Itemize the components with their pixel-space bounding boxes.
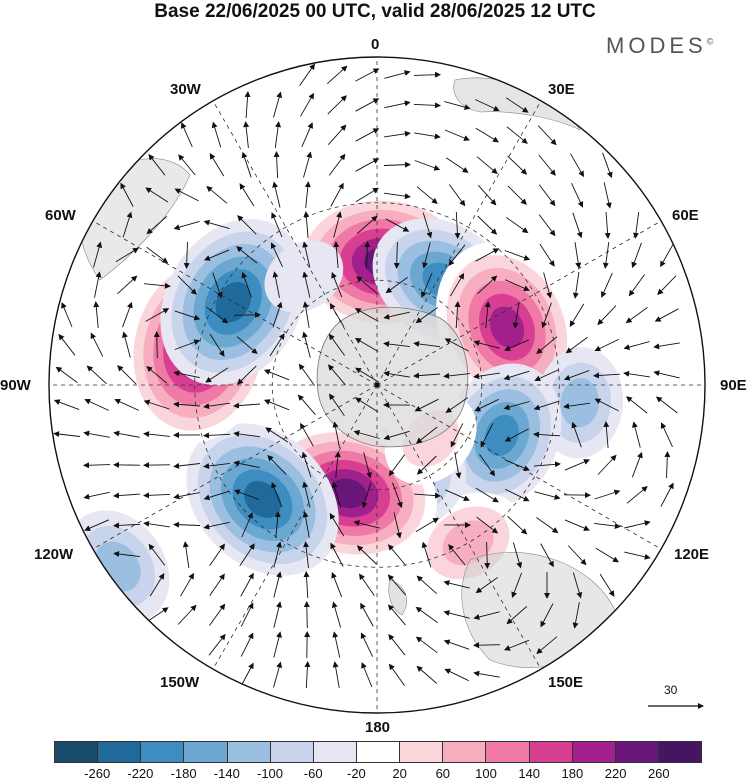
- colorbar-tick-label: -220: [127, 766, 153, 781]
- colorbar-tick-label: 180: [562, 766, 584, 781]
- reference-vector-label: 30: [664, 683, 677, 697]
- colorbar-swatch: [55, 742, 98, 762]
- colorbar-swatch: [228, 742, 271, 762]
- colorbar-swatch: [659, 742, 701, 762]
- pole-marker: [375, 383, 380, 388]
- wind-vector: [307, 602, 308, 628]
- colorbar-tick-label: -140: [214, 766, 240, 781]
- colorbar-swatch: [616, 742, 659, 762]
- polar-map: [0, 0, 750, 740]
- colorbar-tick-label: -100: [257, 766, 283, 781]
- lon-label-0: 0: [371, 36, 379, 53]
- lon-label-150w: 150W: [160, 674, 199, 691]
- lon-label-30e: 30E: [548, 81, 575, 98]
- colorbar: [54, 741, 702, 763]
- colorbar-swatch: [98, 742, 141, 762]
- colorbar-swatch: [443, 742, 486, 762]
- lon-label-60w: 60W: [45, 207, 76, 224]
- colorbar-tick-label: -180: [171, 766, 197, 781]
- lon-label-150e: 150E: [548, 674, 583, 691]
- antarctica-landmass: [317, 307, 468, 447]
- colorbar-tick-label: -60: [304, 766, 323, 781]
- colorbar-swatch: [357, 742, 400, 762]
- lon-label-60e: 60E: [672, 207, 699, 224]
- colorbar-swatch: [314, 742, 357, 762]
- colorbar-tick-label: 220: [605, 766, 627, 781]
- colorbar-swatch: [184, 742, 227, 762]
- colorbar-tick-label: 260: [648, 766, 670, 781]
- colorbar-swatch: [141, 742, 184, 762]
- colorbar-tick-label: 60: [436, 766, 450, 781]
- colorbar-swatch: [400, 742, 443, 762]
- colorbar-tick-label: 20: [392, 766, 406, 781]
- colorbar-tick-label: 140: [518, 766, 540, 781]
- wind-vector: [474, 645, 500, 646]
- colorbar-tick-label: 100: [475, 766, 497, 781]
- lon-label-90w: 90W: [0, 377, 31, 394]
- colorbar-swatch: [486, 742, 529, 762]
- colorbar-tick-label: -20: [347, 766, 366, 781]
- wind-vector: [157, 332, 158, 358]
- lon-label-120e: 120E: [674, 546, 709, 563]
- colorbar-swatch: [530, 742, 573, 762]
- colorbar-swatch: [271, 742, 314, 762]
- colorbar-tick-labels: -260 -220 -180 -140 -100 -60 -20 20 60 100 140 180 2…: [0, 766, 750, 784]
- lon-label-30w: 30W: [170, 81, 201, 98]
- colorbar-tick-label: -260: [84, 766, 110, 781]
- wind-vector: [234, 315, 260, 316]
- colorbar-swatch: [573, 742, 616, 762]
- lon-label-90e: 90E: [720, 377, 747, 394]
- lon-label-120w: 120W: [34, 546, 73, 563]
- lon-label-180: 180: [365, 719, 390, 736]
